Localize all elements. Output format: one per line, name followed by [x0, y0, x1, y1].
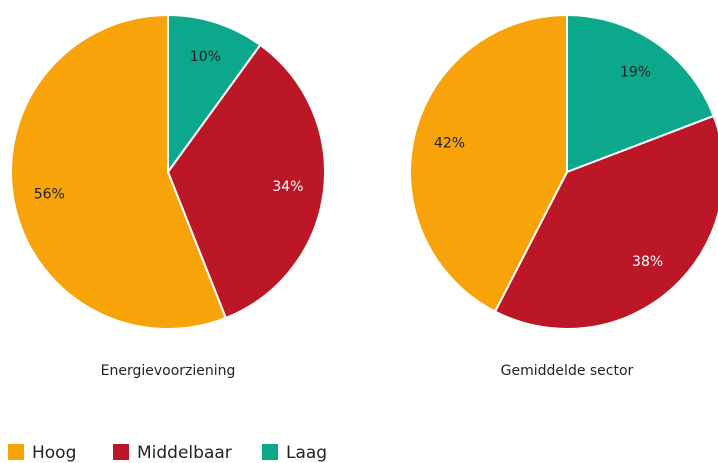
pie-slice — [166, 43, 326, 320]
pie-slice — [566, 13, 715, 174]
pie-slice — [10, 13, 228, 330]
slice-label: 34% — [272, 179, 303, 195]
pie-slice — [493, 114, 718, 330]
slice-label: 19% — [620, 64, 651, 80]
pie-slice — [167, 13, 262, 176]
legend-label: Middelbaar — [137, 443, 232, 463]
slice-label: 38% — [632, 254, 663, 270]
pie-slice — [409, 13, 568, 313]
chart-title: Energievoorziening — [101, 363, 236, 379]
chart-title: Gemiddelde sector — [501, 363, 634, 379]
legend-swatch — [8, 444, 24, 460]
slice-label: 56% — [34, 187, 65, 203]
legend-label: Hoog — [32, 443, 76, 463]
legend-swatch — [113, 444, 129, 460]
legend-label: Laag — [286, 443, 327, 463]
slice-label: 42% — [434, 135, 465, 151]
legend-swatch — [262, 444, 278, 460]
slice-label: 10% — [190, 49, 221, 65]
